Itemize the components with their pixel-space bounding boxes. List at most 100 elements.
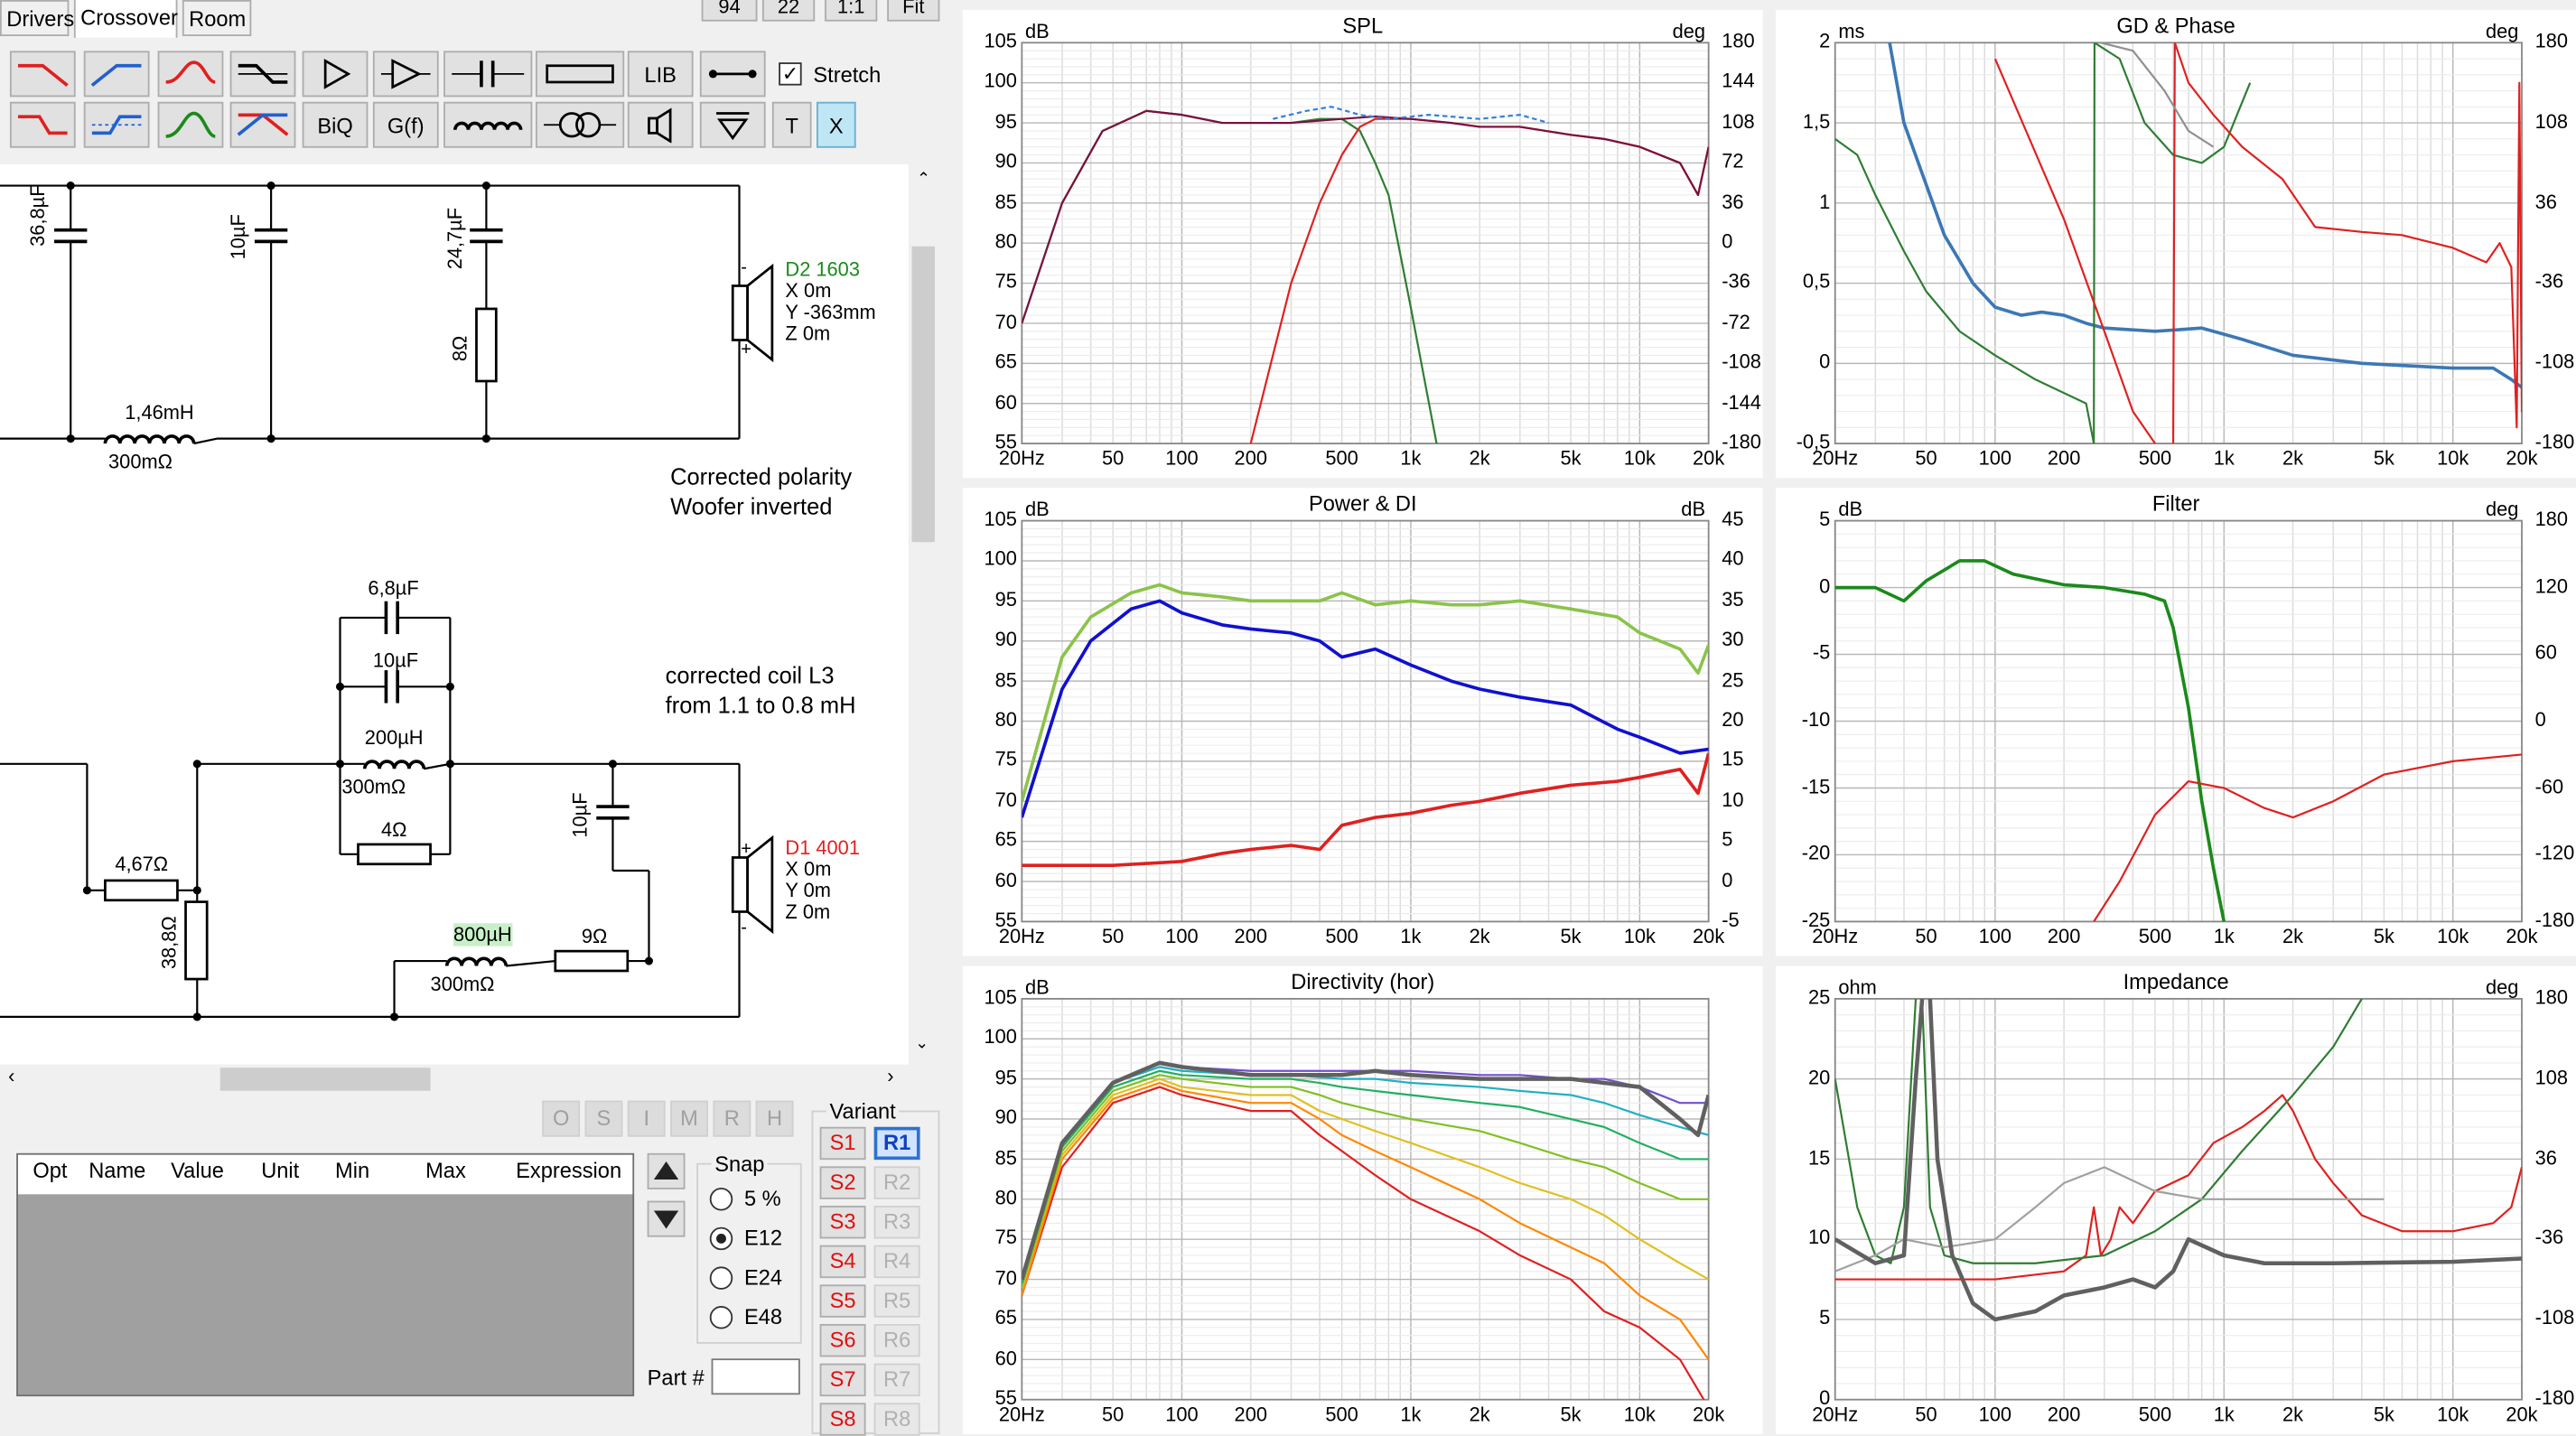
snap-5pct-radio[interactable] [709, 1188, 733, 1211]
move-up-button[interactable] [647, 1152, 686, 1189]
biquad-button[interactable]: BiQ [302, 101, 369, 148]
y-tick-left: 60 [994, 1346, 1017, 1370]
chart-panel-4[interactable]: Directivity (hor) dB 105 100 95 90 85 80 75 70 65 6… [962, 965, 1763, 1434]
col-min: Min [335, 1158, 370, 1183]
variant-r7[interactable]: R7 [873, 1363, 920, 1397]
text-button[interactable]: T [771, 101, 812, 148]
opamp-button[interactable] [372, 51, 439, 98]
variant-r5[interactable]: R5 [873, 1284, 920, 1318]
y-tick-left: 1 [1819, 190, 1831, 213]
fit-button[interactable]: Fit [887, 0, 940, 22]
variant-s8[interactable]: S8 [819, 1403, 866, 1436]
scroll-up-icon[interactable]: ⌃ [916, 171, 931, 190]
parameter-table[interactable] [16, 1152, 635, 1397]
right-unit-label: deg [2485, 19, 2519, 43]
amplifier-button[interactable] [302, 51, 369, 98]
lowpass-2-button[interactable] [9, 101, 76, 148]
variant-s3[interactable]: S3 [819, 1206, 866, 1239]
plot-border [1834, 42, 2523, 445]
capacitor-button[interactable] [443, 51, 533, 98]
variant-s1[interactable]: S1 [819, 1126, 866, 1161]
scroll-left-icon[interactable]: ‹ [8, 1064, 15, 1088]
zoom-94-button[interactable]: 94 [701, 0, 758, 22]
variant-s4[interactable]: S4 [819, 1245, 866, 1279]
notch-filter-button[interactable] [157, 51, 224, 98]
opt-s-button[interactable]: S [584, 1100, 623, 1137]
series-line-1 [1022, 1081, 1709, 1360]
x-tick: 20Hz [1812, 446, 1859, 471]
col-opt: Opt [33, 1158, 68, 1183]
scroll-down-icon[interactable]: ⌄ [915, 1034, 929, 1053]
chart-panel-5[interactable]: Impedance ohm deg 25 20 15 10 5 0 180 108 36 -36 -108… [1776, 965, 2576, 1434]
variant-r1[interactable]: R1 [873, 1126, 920, 1161]
right-unit-label: deg [1672, 19, 1706, 43]
y-tick-right: -108 [1722, 350, 1761, 374]
x-tick: 200 [1234, 446, 1267, 471]
snap-e12-radio[interactable] [709, 1226, 733, 1251]
resistor-button[interactable] [535, 51, 625, 98]
ground-button[interactable] [699, 101, 766, 148]
shelf-filter-button[interactable] [229, 51, 296, 98]
col-max: Max [425, 1158, 466, 1183]
highpass-filter-button[interactable] [83, 51, 150, 98]
delete-button[interactable]: X [816, 101, 856, 148]
left-unit-label: dB [1024, 498, 1050, 521]
scroll-right-icon[interactable]: › [887, 1064, 894, 1088]
y-tick-left: -5 [1812, 640, 1831, 665]
opt-h-button[interactable]: H [755, 1100, 794, 1137]
wire-icon [708, 70, 757, 79]
transformer-button[interactable] [535, 101, 625, 148]
snap-e48-radio[interactable] [709, 1306, 733, 1329]
chart-panel-0[interactable]: SPL dB deg 105 100 95 90 85 80 75 70 65 60 55 180 144 10… [962, 9, 1763, 479]
vertical-scrollbar[interactable]: ⌃ ⌄ [908, 163, 938, 1065]
horizontal-scrollbar[interactable]: ‹ › [0, 1064, 909, 1095]
series-line-4 [1834, 998, 1925, 1266]
opt-i-button[interactable]: I [627, 1100, 666, 1137]
snap-e12-label: E12 [743, 1225, 783, 1251]
driver-button[interactable] [627, 101, 694, 148]
tab-drivers[interactable]: Drivers [0, 0, 74, 37]
x-tick: 50 [1915, 1403, 1937, 1426]
chart-panel-1[interactable]: GD & Phase ms deg 2 1,5 1 0,5 0 -0,5 180 108 36 -36 -… [1776, 9, 2576, 479]
part-number-input[interactable] [711, 1358, 800, 1395]
variant-s5[interactable]: S5 [819, 1284, 866, 1318]
variant-s6[interactable]: S6 [819, 1324, 866, 1357]
variant-s2[interactable]: S2 [819, 1166, 866, 1199]
wire-button[interactable] [699, 51, 766, 98]
opt-m-button[interactable]: M [670, 1100, 708, 1137]
variant-r2[interactable]: R2 [873, 1166, 920, 1199]
zoom-22-button[interactable]: 22 [761, 0, 816, 22]
vertical-scroll-thumb[interactable] [911, 246, 935, 543]
variant-r8[interactable]: R8 [873, 1403, 920, 1436]
allpass-button[interactable] [229, 101, 296, 148]
y-tick-left: 60 [994, 390, 1017, 414]
opt-r-button[interactable]: R [713, 1100, 751, 1137]
y-tick-left: 90 [994, 149, 1017, 173]
variant-r4[interactable]: R4 [873, 1245, 920, 1279]
schematic-wires: - + + - [0, 181, 774, 1021]
zoom-1to1-button[interactable]: 1:1 [825, 0, 878, 22]
y-tick-left: -10 [1801, 707, 1831, 732]
opt-o-button[interactable]: O [542, 1100, 581, 1137]
right-unit-label: dB [1681, 498, 1706, 521]
y-tick-right: 72 [1722, 149, 1744, 173]
highpass-2-button[interactable] [83, 101, 150, 148]
horizontal-scroll-thumb[interactable] [219, 1068, 431, 1091]
lowpass-filter-button[interactable] [9, 51, 76, 98]
inductor-button[interactable] [443, 101, 533, 148]
transfer-function-button[interactable]: G(f) [372, 101, 439, 148]
move-down-button[interactable] [647, 1200, 686, 1237]
chart-panel-3[interactable]: Filter dB deg 5 0 -5 -10 -15 -20 -25 180 120 60 0 -60-… [1776, 488, 2576, 956]
stretch-checkbox[interactable]: ✓ [779, 62, 802, 86]
variant-r6[interactable]: R6 [873, 1324, 920, 1357]
chart-panel-2[interactable]: Power & DI dB dB 105 100 95 90 85 80 75 70 65 60 55 45… [962, 488, 1763, 956]
tab-crossover[interactable]: Crossover [73, 0, 178, 38]
variant-s7[interactable]: S7 [819, 1363, 866, 1397]
bandpass-button[interactable] [157, 101, 224, 148]
variant-r3[interactable]: R3 [873, 1206, 920, 1239]
x-tick: 10k [1623, 925, 1656, 948]
library-button[interactable]: LIB [627, 51, 694, 98]
snap-e24-radio[interactable] [709, 1266, 733, 1290]
tab-room[interactable]: Room [182, 0, 252, 37]
schematic-canvas[interactable]: - + + - 36,8µF 10µF 24,7µF 8Ω 1,46mH 300… [0, 163, 909, 1065]
